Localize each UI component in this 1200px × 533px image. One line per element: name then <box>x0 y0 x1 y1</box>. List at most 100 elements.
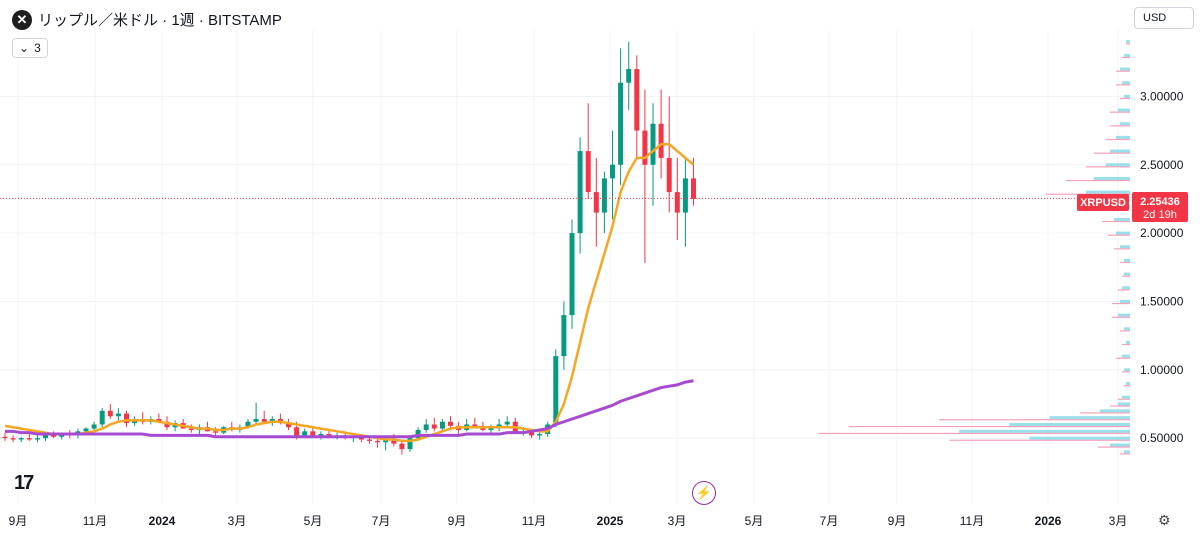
candle <box>634 55 640 158</box>
vp-bar-down <box>1117 398 1130 400</box>
chevron-down-icon: ⌄ <box>19 41 30 55</box>
x-tick-label: 7月 <box>820 514 839 528</box>
candle-body <box>43 435 48 439</box>
vp-bar-up <box>1113 217 1130 221</box>
x-tick-label: 5月 <box>304 514 323 528</box>
vp-bar-up <box>1049 416 1130 420</box>
vp-bar-down <box>1093 152 1130 154</box>
y-tick-label: 1.00000 <box>1140 363 1184 377</box>
candle-body <box>674 192 680 213</box>
candle-body <box>34 438 40 440</box>
candle-body <box>504 421 510 425</box>
candle-body <box>115 413 121 417</box>
candle <box>431 417 437 432</box>
vp-bar-up <box>1115 231 1130 235</box>
candle <box>261 410 267 424</box>
vp-bar-down <box>1085 166 1130 168</box>
candle-body <box>302 431 308 436</box>
candle-body <box>601 178 607 213</box>
candle-body <box>626 69 632 83</box>
gear-icon[interactable]: ⚙ <box>1158 512 1171 528</box>
candle-body <box>529 431 534 436</box>
candle <box>399 440 405 455</box>
vp-bar-down <box>1107 234 1130 236</box>
x-tick-label: 7月 <box>372 514 391 528</box>
candle-body <box>2 436 8 439</box>
x-tick-label: 9月 <box>888 514 907 528</box>
candle <box>496 419 502 432</box>
vp-bar-up <box>1123 53 1130 57</box>
indicators-toggle-button[interactable]: ⌄ 3 <box>12 38 48 58</box>
candle-body <box>561 315 567 357</box>
moving-average-lines <box>4 142 695 443</box>
candle <box>375 438 381 448</box>
vp-bar-down <box>949 439 1130 441</box>
candle <box>682 157 688 247</box>
price-tag-countdown: 2d 19h <box>1143 209 1177 221</box>
candle-body <box>423 424 429 430</box>
vp-bar-up <box>1123 94 1130 98</box>
candle-body <box>577 151 583 234</box>
price-tag-value-bg <box>1132 192 1188 222</box>
vp-bar-up <box>1117 313 1130 317</box>
currency-select[interactable]: USD <box>1134 7 1194 29</box>
y-tick-label: 2.00000 <box>1140 226 1184 240</box>
vp-bar-up <box>1125 381 1130 385</box>
tradingview-logo-icon[interactable]: 17 <box>14 472 34 494</box>
candle <box>610 130 615 220</box>
vp-bar-up <box>1121 286 1130 290</box>
vp-bar-up <box>1029 436 1130 440</box>
candle-body <box>618 82 624 165</box>
candle-body <box>26 438 32 440</box>
vp-bar-up <box>1117 402 1130 406</box>
candle <box>561 301 567 370</box>
candle-body <box>269 419 275 422</box>
candle <box>91 421 97 432</box>
vp-bar-down <box>818 432 1130 435</box>
candle <box>26 434 32 441</box>
candle <box>439 419 445 432</box>
candle <box>553 349 559 428</box>
candle <box>577 137 583 254</box>
symbol-title[interactable]: リップル／米ドル · 1週 · BITSTAMP <box>38 12 282 29</box>
candle <box>691 157 696 206</box>
candle-body <box>439 421 445 429</box>
candle <box>423 419 429 433</box>
x-tick-label: 11月 <box>83 514 107 528</box>
candle-body <box>391 439 397 444</box>
x-tick-label: 5月 <box>745 514 764 528</box>
candle-body <box>658 123 664 158</box>
candle-body <box>367 439 372 441</box>
candle <box>601 171 607 234</box>
x-tick-label: 9月 <box>448 514 467 528</box>
candle-body <box>253 419 259 422</box>
vp-bar-up <box>1117 108 1130 112</box>
candle-body <box>124 413 129 424</box>
vp-bar-down <box>1111 302 1130 305</box>
indicator-count: 3 <box>34 41 41 55</box>
candle <box>115 408 121 422</box>
vp-bar-up <box>1009 422 1130 426</box>
vp-bar-down <box>1079 412 1130 414</box>
candle-body <box>10 438 16 440</box>
candle <box>99 408 105 428</box>
x-tick-label: 11月 <box>522 514 546 528</box>
volume-profile <box>818 40 1130 455</box>
candle <box>650 103 656 206</box>
candle-body <box>107 410 113 417</box>
vp-bar-down <box>848 425 1130 428</box>
candle <box>213 427 219 436</box>
vp-bar-down <box>1117 289 1130 291</box>
vp-bar-down <box>939 419 1130 421</box>
candle <box>107 403 113 420</box>
candle-body <box>286 423 291 428</box>
candle-body <box>318 434 324 436</box>
ma_fast-line <box>4 142 695 443</box>
vp-bar-up <box>1123 327 1130 331</box>
vp-bar-down <box>1113 248 1130 250</box>
vp-bar-down <box>1101 220 1130 223</box>
lightning-icon[interactable]: ⚡ <box>692 481 716 505</box>
vp-bar-down <box>1105 138 1130 141</box>
candle-body <box>213 431 219 433</box>
